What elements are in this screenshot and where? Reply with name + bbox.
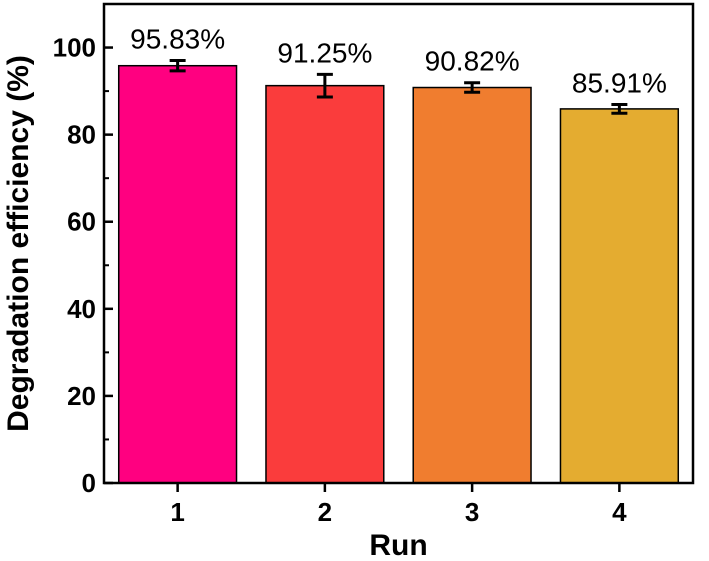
- y-tick-label: 40: [67, 294, 96, 324]
- bar-run-3: [412, 86, 532, 484]
- x-tick-label: 2: [318, 497, 332, 527]
- error-bars: [169, 58, 628, 115]
- data-labels: 95.83% 91.25% 90.82% 85.91%: [130, 23, 667, 98]
- y-tick-label: 0: [82, 468, 96, 498]
- data-label-run-4: 85.91%: [572, 68, 667, 99]
- data-label-run-3: 90.82%: [425, 46, 520, 77]
- x-tick-label: 4: [612, 497, 627, 527]
- y-axis-title: Degradation efficiency (%): [2, 55, 35, 432]
- y-tick-label: 20: [67, 381, 96, 411]
- data-label-run-2: 91.25%: [277, 37, 372, 68]
- bars: [117, 64, 680, 484]
- data-label-run-1: 95.83%: [130, 23, 225, 54]
- x-tick-label: 3: [465, 497, 479, 527]
- y-tick-label: 100: [53, 33, 96, 63]
- plot-frame: [102, 2, 695, 485]
- y-tick-label: 80: [67, 120, 96, 150]
- x-axis-ticks: 1 2 3 4: [170, 483, 627, 527]
- y-tick-label: 60: [67, 207, 96, 237]
- x-tick-label: 1: [170, 497, 184, 527]
- x-axis-title: Run: [369, 529, 427, 561]
- bar-run-1: [117, 64, 238, 484]
- bar-run-4: [559, 108, 680, 484]
- bar-run-2: [265, 84, 385, 484]
